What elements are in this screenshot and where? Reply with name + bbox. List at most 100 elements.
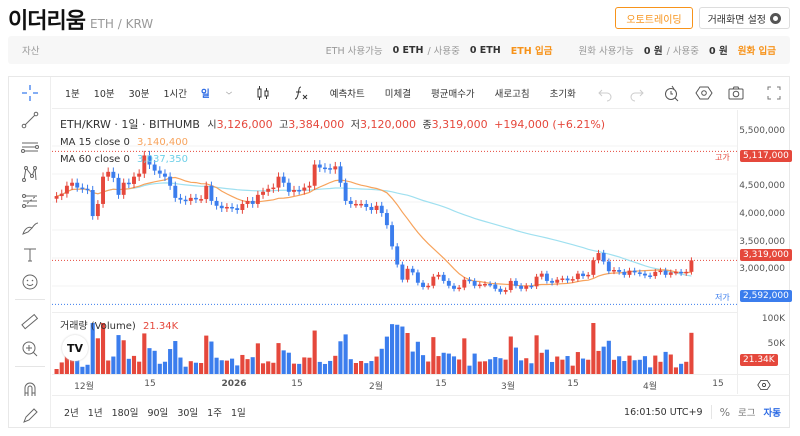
avg-buy-price-button[interactable]: 평균매수가 (430, 88, 475, 100)
legend-open: 3,126,000 (216, 118, 273, 131)
volume-legend: 거래량 (Volume) 21.34K (60, 317, 178, 332)
fullscreen-icon (767, 86, 781, 99)
crosshair-tool[interactable] (17, 82, 43, 104)
parallel-lines-tool[interactable] (17, 136, 43, 158)
range-2y[interactable]: 2년 (64, 408, 79, 419)
chart-settings-button[interactable] (688, 77, 720, 109)
tools-divider (14, 299, 45, 301)
candlestick-chart (52, 145, 737, 305)
undo-button[interactable] (589, 77, 621, 109)
alert-clock-icon (664, 85, 679, 101)
price-tick: 3,500,000 (739, 237, 785, 247)
interval-10m[interactable]: 10분 (93, 88, 115, 100)
zoom-in-tool[interactable] (17, 338, 43, 360)
time-tick: 15 (712, 379, 724, 389)
interval-1h[interactable]: 1시간 (163, 88, 188, 100)
interval-1d[interactable]: 일 (201, 88, 210, 100)
trendline-tool[interactable] (17, 109, 43, 131)
eth-inuse-value: 0 ETH (469, 44, 501, 56)
brush-tool[interactable] (17, 217, 43, 239)
log-toggle[interactable]: 로그 (738, 408, 756, 419)
krw-inuse-label: / 사용중 (666, 46, 700, 57)
legend-low: 3,120,000 (359, 118, 416, 131)
time-tick: 2026 (221, 379, 247, 389)
clock: 16:01:50 UTC+9 (624, 406, 703, 418)
krw-deposit-link[interactable]: 원화 입금 (737, 46, 776, 57)
percent-toggle[interactable]: % (719, 405, 731, 419)
hexagon-settings-icon (757, 379, 771, 390)
chart-toolbar: 1분 10분 30분 1시간 일 예측차트 미체결 평균매수가 새로고침 초기화 (52, 77, 789, 109)
chart-type-button[interactable] (247, 77, 279, 109)
asset-bar: 자산 ETH 사용가능 0 ETH / 사용중 0 ETH ETH 입금 원화 … (8, 36, 790, 64)
volume-tick: 50K (767, 339, 785, 349)
time-tick: 15 (291, 379, 303, 389)
magnet-tool[interactable] (17, 378, 43, 400)
settings-button[interactable]: 거래화면 설정 (698, 7, 790, 29)
krw-available-value: 0 원 (643, 46, 663, 57)
alert-button[interactable] (656, 77, 688, 109)
indicators-button[interactable] (285, 77, 317, 109)
volume-pane[interactable]: 거래량 (Volume) 21.34K TV (52, 312, 737, 375)
drawing-toolbar (9, 77, 51, 427)
text-icon (23, 248, 36, 262)
range-180d[interactable]: 180일 (111, 408, 139, 419)
eth-inuse-label: / 사용중 (427, 46, 460, 57)
axis-settings-button[interactable] (737, 374, 790, 394)
gear-icon (770, 12, 781, 24)
eth-available-label: ETH 사용가능 (325, 46, 383, 57)
eth-deposit-link[interactable]: ETH 입금 (510, 46, 553, 57)
krw-inuse-value: 0 원 (709, 46, 728, 57)
tools-divider (14, 366, 45, 367)
chart-legend: ETH/KRW · 1일 · BITHUMB 시3,126,000 고3,384… (60, 118, 606, 165)
reset-button[interactable]: 초기화 (549, 88, 576, 100)
ma15-value: 3,140,400 (137, 137, 188, 148)
brush-icon (21, 222, 38, 236)
fib-tool[interactable] (17, 190, 43, 212)
chevron-down-icon (225, 91, 232, 94)
pattern-tool[interactable] (17, 163, 43, 185)
volume-value: 21.34K (142, 321, 179, 332)
refresh-button[interactable]: 새로고침 (494, 88, 530, 100)
time-tick: 15 (435, 379, 447, 389)
ruler-icon (20, 313, 38, 330)
zoom-in-icon (22, 341, 37, 357)
tradingview-logo[interactable]: TV (62, 335, 88, 361)
interval-1m[interactable]: 1분 (65, 88, 80, 100)
interval-dropdown[interactable] (217, 77, 241, 109)
last-price-tag: 3,319,000 (740, 249, 792, 261)
range-1d[interactable]: 1일 (230, 408, 246, 419)
ma15-label: MA 15 close 0 (60, 137, 130, 148)
hexagon-settings-icon (695, 86, 713, 99)
legend-change: +194,000 (+6.21%) (494, 118, 606, 131)
interval-30m[interactable]: 30분 (128, 88, 150, 100)
forecast-chart-button[interactable]: 예측차트 (329, 88, 365, 100)
open-orders-button[interactable]: 미체결 (384, 88, 411, 100)
ma60-value: 3,037,350 (137, 154, 188, 165)
function-icon (294, 86, 308, 99)
auto-scale-toggle[interactable]: 자동 (763, 408, 781, 419)
price-tick: 4,000,000 (739, 209, 785, 219)
range-30d[interactable]: 30일 (177, 408, 199, 419)
time-tick: 15 (144, 379, 156, 389)
eth-available-value: 0 ETH (392, 44, 424, 56)
range-90d[interactable]: 90일 (147, 408, 169, 419)
auto-trading-button[interactable]: 오토트레이딩 (615, 7, 693, 29)
price-axis[interactable]: 5,500,000 4,500,000 4,000,000 3,500,000 … (737, 110, 792, 374)
price-chart[interactable]: ETH/KRW · 1일 · BITHUMB 시3,126,000 고3,384… (52, 110, 737, 310)
krw-available-label: 원화 사용가능 (578, 46, 634, 57)
screenshot-button[interactable] (720, 77, 752, 109)
redo-button[interactable] (621, 77, 653, 109)
camera-icon (728, 86, 744, 99)
ruler-tool[interactable] (17, 311, 43, 333)
time-tick: 12월 (74, 382, 94, 392)
fibonacci-icon (21, 194, 37, 209)
range-1y[interactable]: 1년 (87, 408, 103, 419)
volume-tick: 100K (761, 314, 785, 324)
fullscreen-button[interactable] (758, 77, 790, 109)
pencil-tool[interactable] (17, 405, 43, 427)
text-tool[interactable] (17, 244, 43, 266)
range-1w[interactable]: 1주 (207, 408, 222, 419)
emoji-tool[interactable] (17, 271, 43, 293)
time-axis[interactable]: 12월 15 2026 15 2월 15 3월 15 4월 15 (52, 374, 737, 394)
coin-pair: ETH / KRW (89, 17, 154, 31)
